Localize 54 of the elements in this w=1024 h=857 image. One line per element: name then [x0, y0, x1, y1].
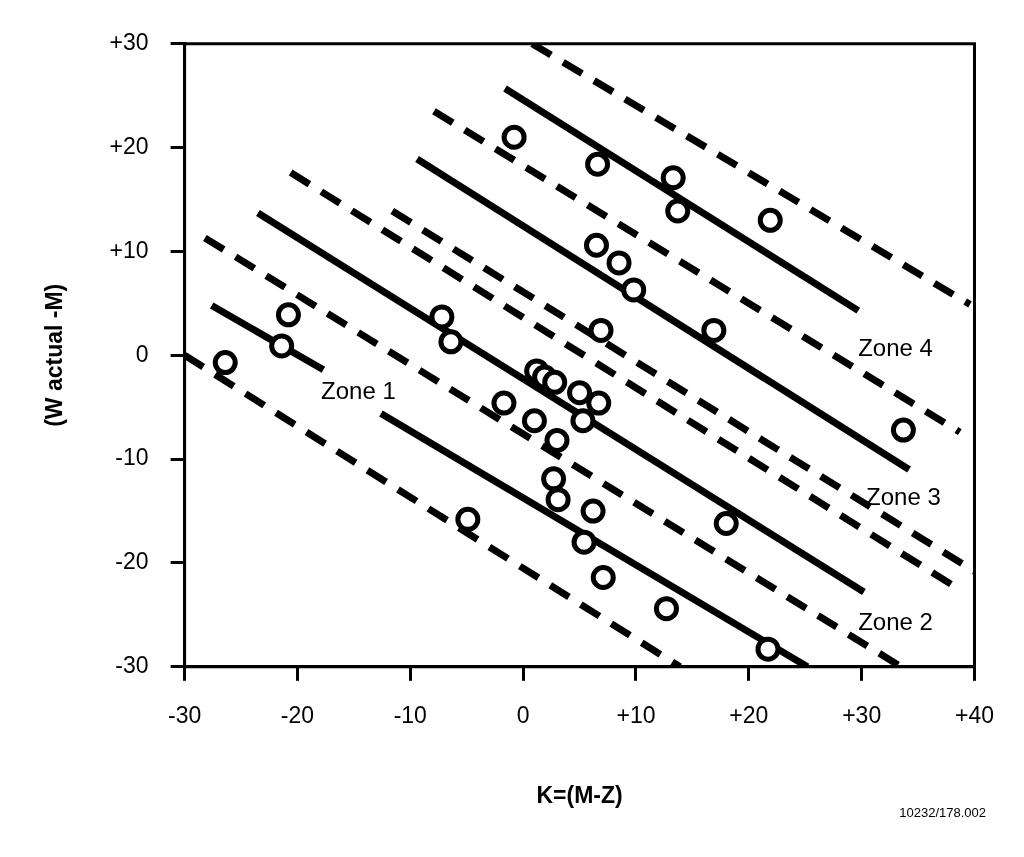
point	[580, 498, 606, 524]
y-tick-label: +30	[109, 29, 149, 56]
point	[501, 124, 527, 150]
y-tick-label: 0	[135, 340, 149, 367]
annotation: Zone 3	[866, 483, 941, 511]
y-tick-label: -30	[115, 652, 149, 679]
x-tick-label: +30	[842, 701, 882, 728]
x-tick-label: +40	[954, 701, 994, 728]
point	[275, 302, 301, 328]
y-tick-label: -20	[115, 548, 149, 575]
point	[567, 380, 593, 406]
point	[621, 277, 647, 303]
annotation: Zone 1	[321, 377, 396, 405]
point	[701, 317, 727, 343]
point	[590, 565, 616, 590]
annotation: Zone 2	[858, 607, 933, 635]
x-tick-label: 0	[516, 701, 530, 728]
y-tick-label: -10	[115, 444, 149, 471]
point	[570, 408, 596, 434]
point	[890, 417, 916, 443]
point	[545, 487, 571, 513]
point	[586, 390, 612, 416]
y-tick-label: +10	[109, 236, 149, 263]
y-axis-title: (W actual -M)	[41, 283, 68, 427]
point	[455, 506, 481, 532]
point	[212, 350, 238, 376]
point	[541, 466, 567, 492]
x-tick-label: -10	[393, 701, 427, 728]
annotation: Zone 4	[858, 333, 933, 361]
text: 10232/178.002	[899, 804, 986, 820]
point	[583, 232, 609, 258]
point	[755, 636, 781, 662]
point	[653, 596, 679, 622]
point	[438, 329, 464, 355]
point	[544, 427, 570, 453]
point	[269, 333, 295, 359]
x-tick-label: +20	[729, 701, 769, 728]
point	[665, 198, 691, 224]
x-tick-label: +10	[616, 701, 656, 728]
point	[588, 317, 614, 343]
point	[429, 304, 455, 330]
point	[542, 369, 568, 395]
point	[606, 250, 632, 276]
point	[660, 165, 686, 191]
x-tick-label: -30	[167, 701, 202, 728]
point	[491, 390, 517, 416]
point	[585, 151, 611, 177]
x-axis-title: K=(M-Z)	[536, 781, 623, 808]
point	[713, 511, 739, 537]
x-tick-label: -20	[280, 701, 315, 728]
point	[757, 207, 783, 233]
point	[521, 408, 547, 434]
point	[571, 529, 597, 555]
y-tick-label: +20	[109, 132, 149, 159]
